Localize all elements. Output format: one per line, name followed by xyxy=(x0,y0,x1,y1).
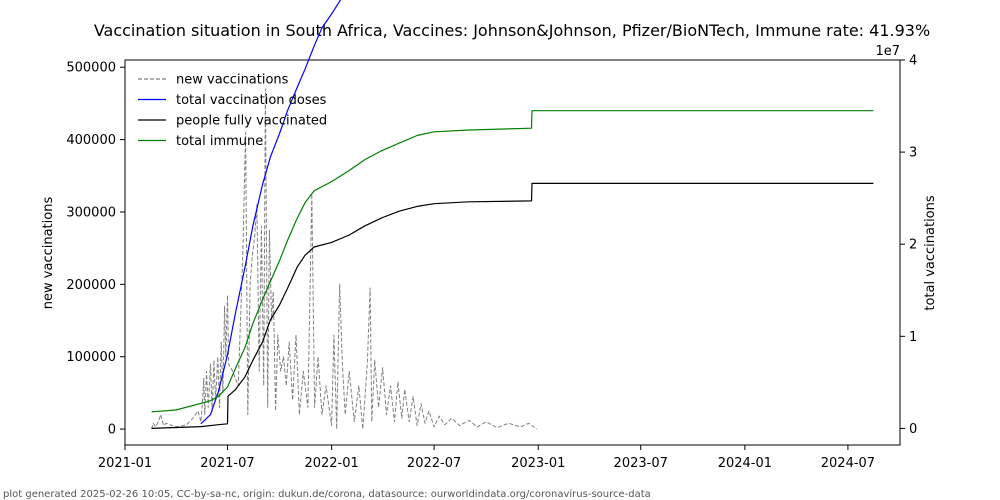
x-tick-label: 2023-01 xyxy=(511,456,565,471)
series-line-new-vaccinations xyxy=(151,88,538,430)
legend-label: total vaccination doses xyxy=(176,93,327,108)
footer-note: plot generated 2025-02-26 10:05, CC-by-s… xyxy=(3,489,651,500)
right-tick-label: 4 xyxy=(909,54,917,69)
series-line-total-vaccination-doses xyxy=(200,0,342,425)
x-tick-label: 2024-07 xyxy=(821,456,875,471)
legend-label: new vaccinations xyxy=(176,73,289,88)
chart-title: Vaccination situation in South Africa, V… xyxy=(94,21,930,40)
series-layer xyxy=(151,0,874,430)
left-axis-label: new vaccinations xyxy=(41,197,56,310)
right-tick-label: 3 xyxy=(909,146,917,161)
left-y-axis: 0 100000 200000 300000 400000 500000 xyxy=(66,61,125,438)
legend-label: people fully vaccinated xyxy=(176,114,327,129)
left-tick-label: 500000 xyxy=(66,61,116,76)
x-tick-label: 2021-01 xyxy=(98,456,152,471)
plot-frame xyxy=(124,59,901,446)
right-tick-label: 0 xyxy=(909,422,917,437)
x-tick-label: 2024-01 xyxy=(718,456,772,471)
x-tick-label: 2022-07 xyxy=(407,456,461,471)
right-tick-label: 1 xyxy=(909,330,917,345)
right-tick-label: 2 xyxy=(909,238,917,253)
left-tick-label: 100000 xyxy=(66,350,116,365)
x-tick-label: 2023-07 xyxy=(614,456,668,471)
left-tick-label: 0 xyxy=(108,423,116,438)
legend: new vaccinations total vaccination doses p… xyxy=(138,73,327,149)
series-line-people-fully-vaccinated xyxy=(151,182,874,429)
series-line-total-immune xyxy=(151,110,874,413)
left-tick-label: 300000 xyxy=(66,205,116,220)
left-tick-label: 200000 xyxy=(66,278,116,293)
x-axis: 2021-01 2021-07 2022-01 2022-07 2023-01 2023-… xyxy=(98,445,875,471)
x-tick-label: 2022-01 xyxy=(304,456,358,471)
right-y-axis: 0 1 2 3 4 xyxy=(900,54,917,437)
x-tick-label: 2021-07 xyxy=(200,456,254,471)
right-axis-multiplier: 1e7 xyxy=(875,44,900,59)
left-tick-label: 400000 xyxy=(66,133,116,148)
legend-label: total immune xyxy=(176,134,263,149)
right-axis-label: total vaccinations xyxy=(923,195,938,311)
